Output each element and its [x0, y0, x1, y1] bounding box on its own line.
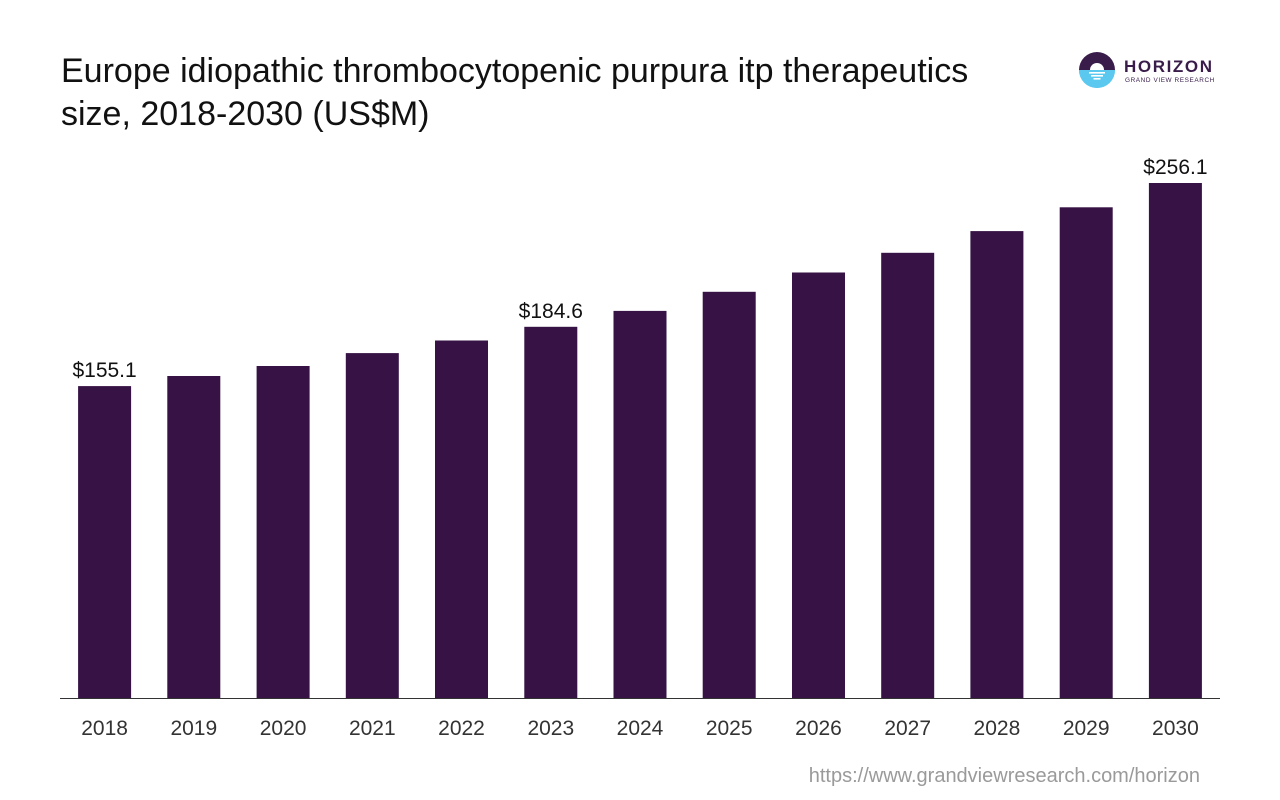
- horizon-sun-icon: [1079, 52, 1115, 88]
- data-label-2023: $184.6: [519, 300, 583, 323]
- chart-title-line-1: Europe idiopathic thrombocytopenic purpu…: [61, 52, 969, 90]
- bar-2018: [78, 386, 132, 698]
- x-tick-label-2020: 2020: [260, 717, 307, 740]
- bar-2026: [792, 272, 845, 698]
- x-tick-label-2026: 2026: [795, 717, 842, 740]
- brand-name: HORIZON: [1124, 57, 1214, 76]
- bar-2019: [167, 376, 221, 698]
- bar-2023: [524, 326, 578, 698]
- bar-2028: [970, 231, 1024, 698]
- x-tick-label-2022: 2022: [438, 717, 485, 740]
- horizon-logo: HORIZON GRAND VIEW RESEARCH: [1079, 52, 1229, 92]
- data-label-2030: $256.1: [1143, 156, 1207, 179]
- bar-2025: [702, 291, 756, 698]
- x-tick-label-2018: 2018: [81, 717, 128, 740]
- chart-title: Europe idiopathic thrombocytopenic purpu…: [61, 50, 1041, 136]
- bar-2030: [1148, 183, 1202, 698]
- x-tick-label-2024: 2024: [617, 717, 664, 740]
- source-url: https://www.grandviewresearch.com/horizo…: [808, 765, 1200, 787]
- bar-chart: 2018 2019 2020 2021 2022 2023 2024 2025 2026 2027…: [60, 156, 1220, 740]
- bar-2021: [345, 353, 399, 698]
- bar-2027: [881, 252, 935, 699]
- x-tick-label-2021: 2021: [349, 717, 396, 740]
- x-tick-label-2023: 2023: [527, 717, 574, 740]
- bar-2024: [613, 310, 667, 698]
- x-tick-label-2025: 2025: [706, 717, 753, 740]
- x-tick-label-2030: 2030: [1152, 717, 1199, 740]
- x-tick-label-2019: 2019: [170, 717, 217, 740]
- x-tick-label-2028: 2028: [974, 717, 1021, 740]
- x-tick-label-2029: 2029: [1063, 717, 1110, 740]
- bar-2022: [435, 340, 488, 698]
- bar-2029: [1059, 207, 1113, 699]
- data-label-2018: $155.1: [72, 359, 136, 382]
- brand-subtitle: GRAND VIEW RESEARCH: [1125, 77, 1215, 84]
- bar-2020: [256, 366, 310, 698]
- x-tick-label-2027: 2027: [884, 717, 931, 740]
- chart-title-line-2: size, 2018-2030 (US$M): [61, 95, 430, 133]
